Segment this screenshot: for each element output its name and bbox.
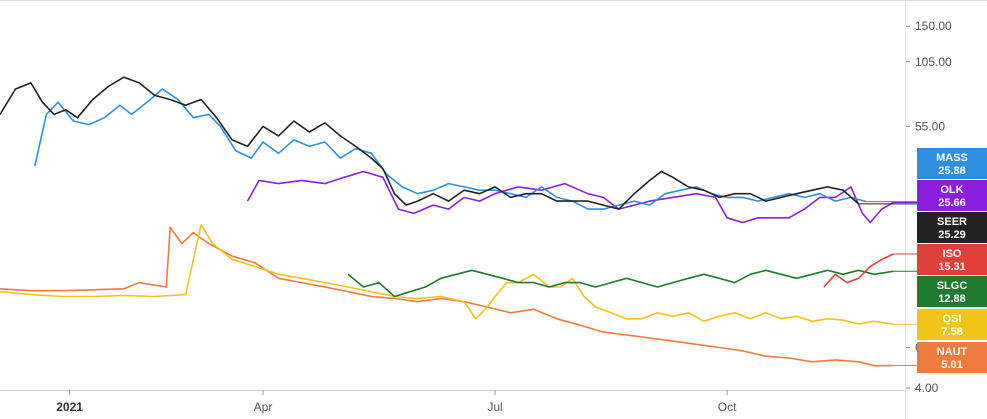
badge-last-value: 25.29 [938, 229, 966, 241]
x-tick-label: Jul [487, 400, 502, 414]
badge-last-value: 5.01 [941, 359, 962, 371]
series-line-iso [823, 253, 894, 288]
badge-series-name: MASS [936, 152, 968, 164]
badge-background [917, 180, 987, 211]
badge-series-name: QSI [943, 313, 962, 325]
series-line-naut [0, 226, 894, 367]
badge-last-value: 15.31 [938, 261, 966, 273]
series-line-olk [246, 170, 894, 224]
badge-series-name: ISO [943, 248, 962, 260]
series-lines [0, 76, 894, 367]
y-tick-label: 4.00 [915, 381, 939, 395]
x-tick-label: 2021 [56, 400, 83, 414]
badge-last-value: 12.88 [938, 293, 966, 305]
badge-last-value: 7.58 [941, 326, 962, 338]
badge-series-name: NAUT [937, 346, 968, 358]
badge-series-name: OLK [940, 184, 963, 196]
y-tick-label: 105.00 [915, 55, 952, 69]
series-line-qsi [0, 224, 894, 325]
value-badges: MASS25.88OLK25.66SEER25.29ISO15.31SLGC12… [858, 148, 987, 373]
x-tick-label: Oct [718, 400, 737, 414]
badge-background [917, 212, 987, 243]
badge-background [917, 148, 987, 179]
y-tick-label: 55.00 [915, 119, 945, 133]
badge-series-name: SLGC [937, 280, 968, 292]
badge-background [917, 276, 987, 307]
badge-background [917, 244, 987, 275]
badge-background [917, 342, 987, 373]
series-line-seer [0, 76, 860, 210]
series-line-slgc [347, 269, 894, 298]
series-line-mass [34, 88, 867, 210]
badge-last-value: 25.88 [938, 165, 966, 177]
x-tick-label: Apr [254, 400, 273, 414]
y-tick-label: 150.00 [915, 19, 952, 33]
badge-last-value: 25.66 [938, 197, 966, 209]
badge-series-name: SEER [937, 216, 967, 228]
badge-background [917, 309, 987, 340]
